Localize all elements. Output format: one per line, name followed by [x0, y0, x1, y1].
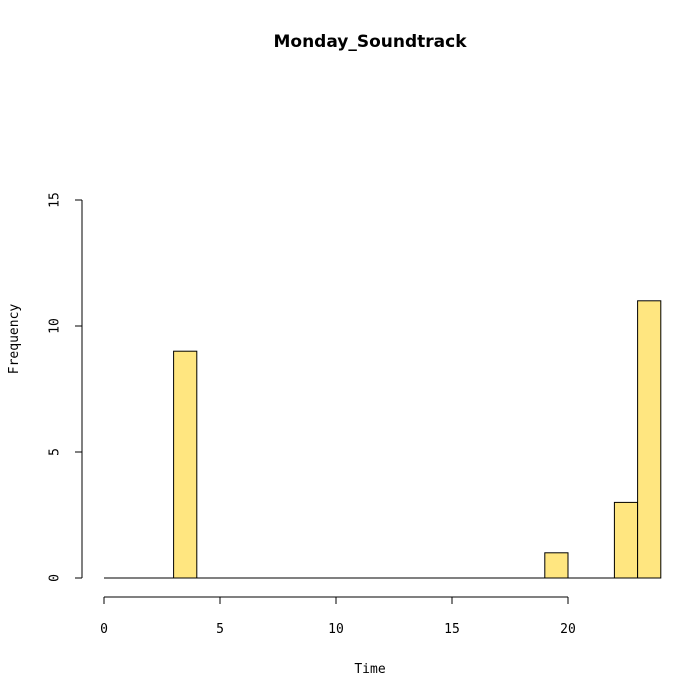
chart-title: Monday_Soundtrack: [273, 32, 467, 52]
y-axis: 0 5 10 15: [48, 192, 83, 582]
histogram-bar: [637, 300, 662, 579]
y-tick-label: 10: [48, 318, 63, 334]
y-tick-label: 15: [48, 192, 63, 208]
y-axis-label: Frequency: [7, 304, 22, 375]
x-tick-label: 0: [100, 622, 108, 637]
bars-group: [104, 300, 662, 579]
y-tick-label: 0: [48, 574, 63, 582]
x-axis-label: Time: [354, 662, 385, 677]
x-tick-label: 10: [328, 622, 344, 637]
x-tick-label: 15: [444, 622, 460, 637]
y-tick-label: 5: [48, 448, 63, 456]
x-axis: 0 5 10 15 20: [100, 596, 576, 637]
x-tick-label: 20: [560, 622, 576, 637]
histogram-bar: [173, 350, 198, 579]
x-tick-label: 5: [216, 622, 224, 637]
histogram-bar: [613, 501, 639, 579]
histogram-bar: [544, 552, 569, 579]
